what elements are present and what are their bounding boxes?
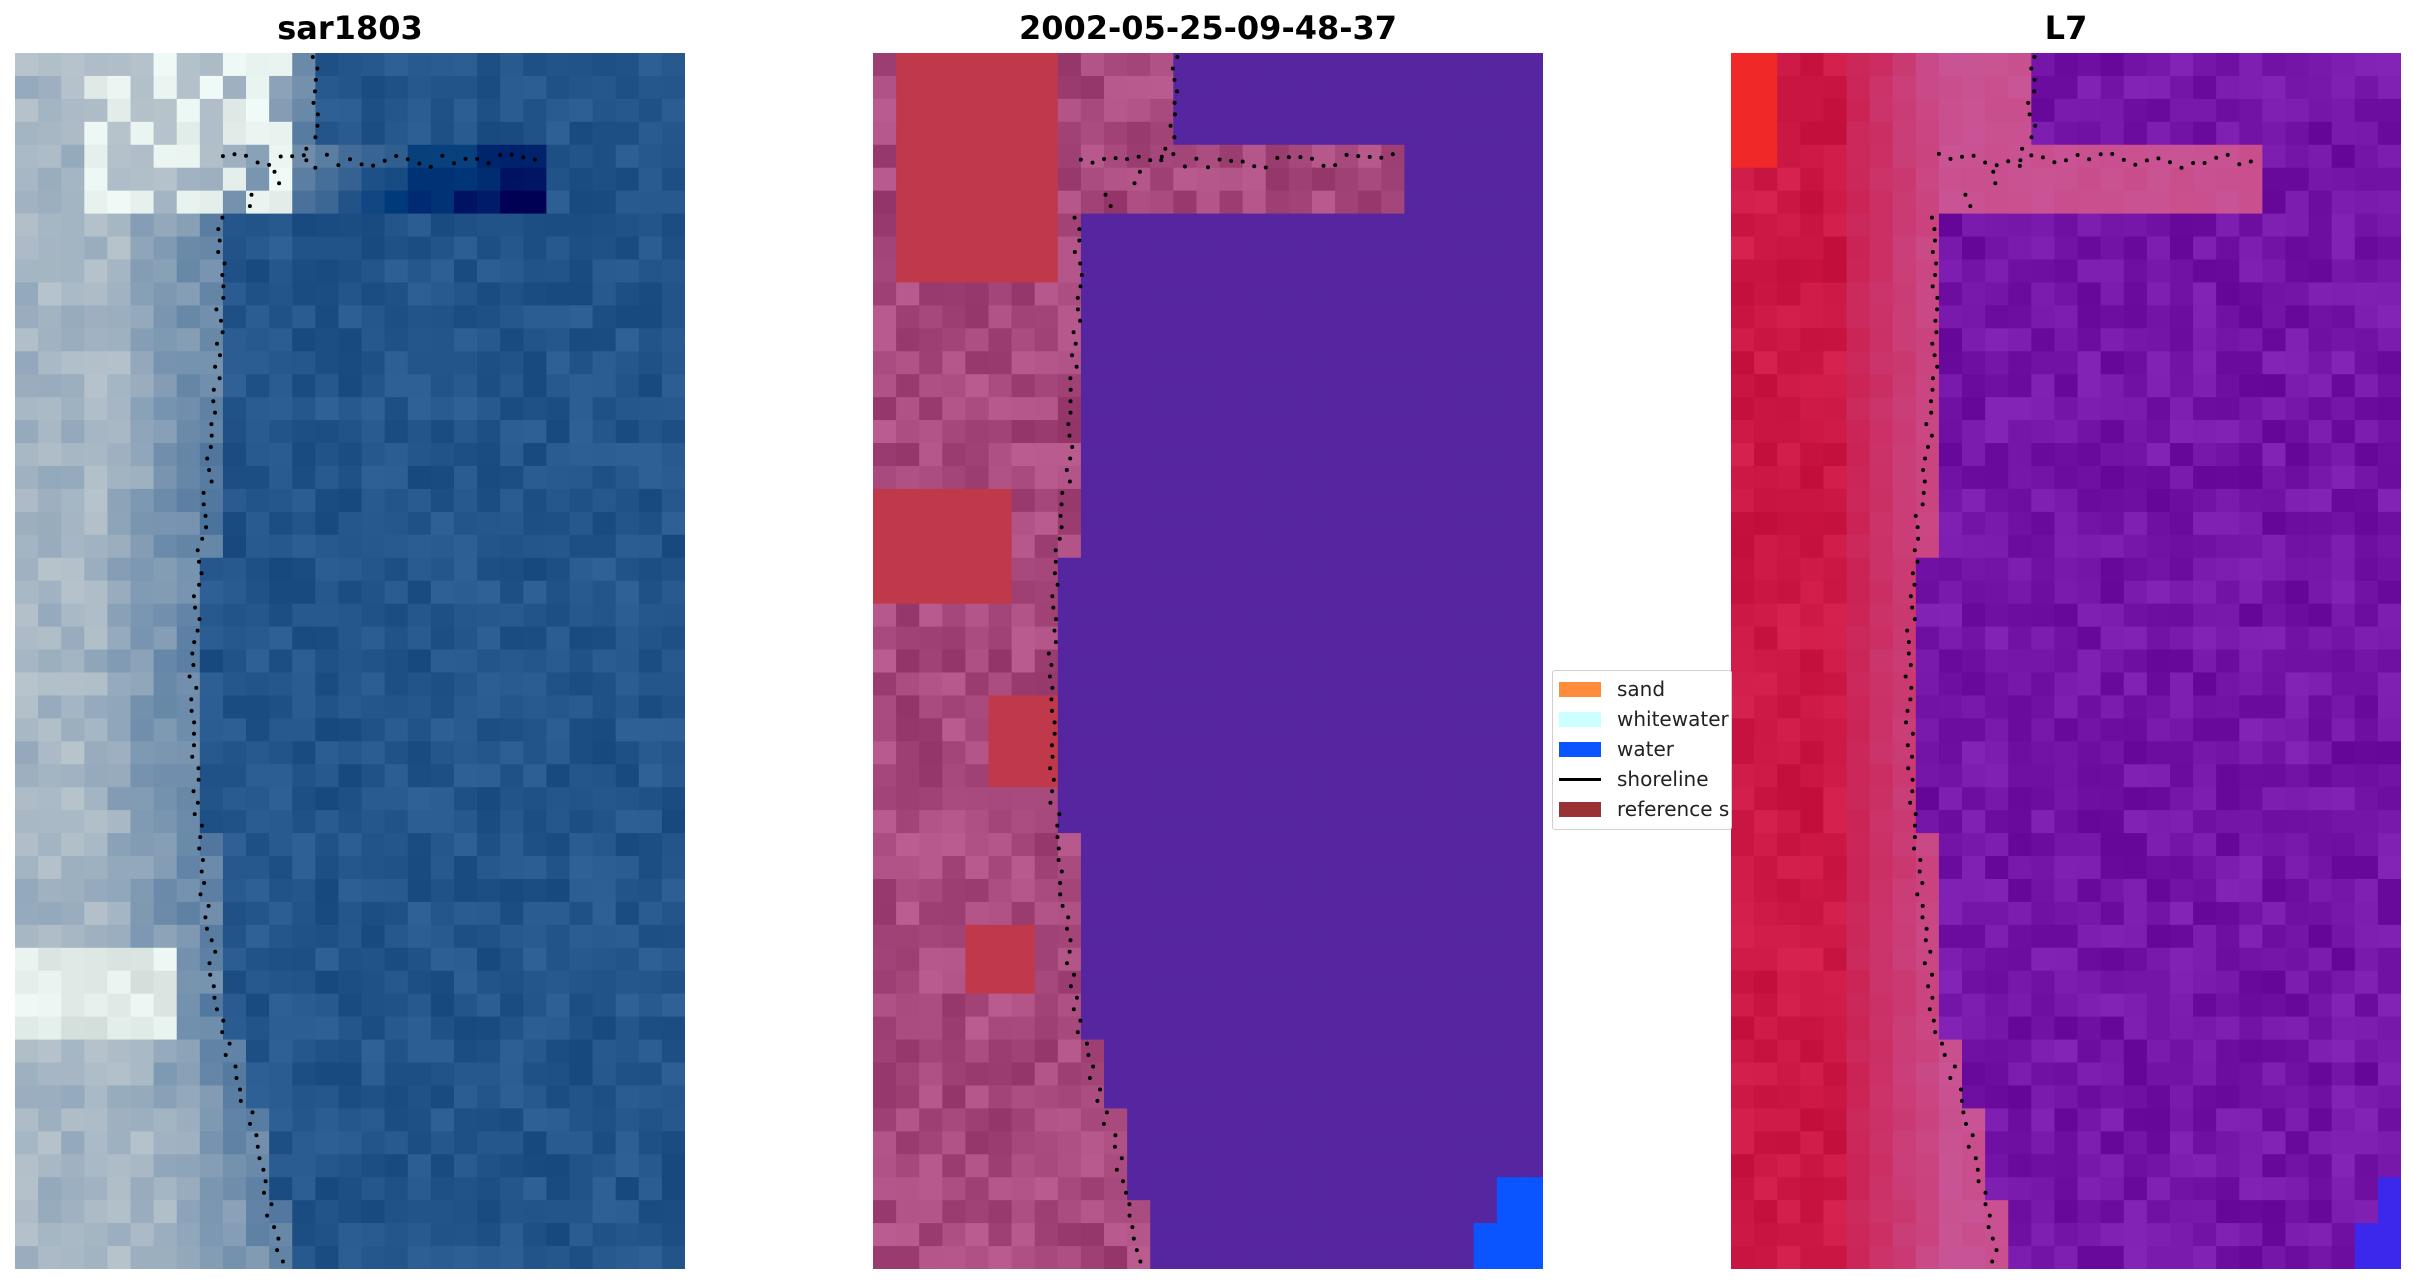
classified-image-panel xyxy=(873,53,1543,1269)
legend-label-reference: reference s xyxy=(1617,797,1730,821)
legend-item-sand: sand xyxy=(1559,675,1665,703)
legend-item-reference-shoreline: reference s xyxy=(1559,795,1729,823)
legend: sand whitewater water shoreline referenc… xyxy=(1552,670,1732,830)
legend-label-whitewater: whitewater xyxy=(1617,707,1729,731)
legend-swatch-water xyxy=(1559,741,1601,757)
panel-title-classified: 2002-05-25-09-48-37 xyxy=(1018,9,1398,47)
classified-image-raster xyxy=(873,53,1543,1269)
legend-label-water: water xyxy=(1617,737,1674,761)
legend-item-shoreline: shoreline xyxy=(1559,765,1709,793)
panel-title-index: L7 xyxy=(2044,9,2088,47)
index-image-raster xyxy=(1731,53,2401,1269)
legend-item-whitewater: whitewater xyxy=(1559,705,1729,733)
panel-title-rgb: sar1803 xyxy=(277,9,423,47)
legend-swatch-shoreline xyxy=(1559,777,1601,781)
rgb-image-raster xyxy=(15,53,685,1269)
legend-swatch-sand xyxy=(1559,681,1601,697)
legend-label-sand: sand xyxy=(1617,677,1666,701)
legend-swatch-whitewater xyxy=(1559,711,1601,727)
legend-item-water: water xyxy=(1559,735,1674,763)
legend-label-shoreline: shoreline xyxy=(1617,767,1709,791)
index-image-panel xyxy=(1731,53,2401,1269)
rgb-image-panel xyxy=(15,53,685,1269)
legend-swatch-reference xyxy=(1559,801,1601,817)
